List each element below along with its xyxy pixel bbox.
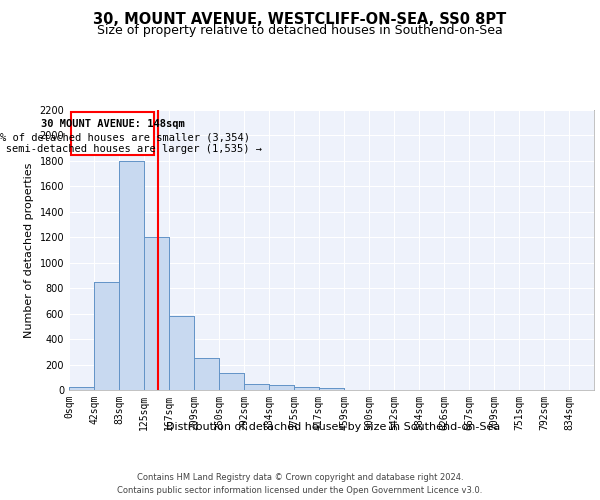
Text: ← 68% of detached houses are smaller (3,354): ← 68% of detached houses are smaller (3,…	[0, 132, 250, 142]
Bar	[244, 384, 269, 390]
FancyBboxPatch shape	[71, 112, 154, 155]
Bar	[294, 387, 319, 390]
Bar	[94, 282, 119, 390]
Bar	[169, 316, 194, 390]
Bar	[144, 238, 169, 390]
Text: Contains HM Land Registry data © Crown copyright and database right 2024.
Contai: Contains HM Land Registry data © Crown c…	[118, 474, 482, 495]
Bar	[219, 374, 244, 390]
Bar	[269, 385, 294, 390]
Bar	[194, 358, 219, 390]
Bar	[319, 388, 344, 390]
Y-axis label: Number of detached properties: Number of detached properties	[24, 162, 34, 338]
Bar	[94, 282, 119, 390]
Bar	[144, 238, 169, 390]
Text: 31% of semi-detached houses are larger (1,535) →: 31% of semi-detached houses are larger (…	[0, 144, 263, 154]
Bar	[69, 387, 94, 390]
Bar	[119, 161, 144, 390]
Text: Distribution of detached houses by size in Southend-on-Sea: Distribution of detached houses by size …	[166, 422, 500, 432]
Bar	[194, 358, 219, 390]
Bar	[169, 316, 194, 390]
Bar	[119, 161, 144, 390]
Text: 30, MOUNT AVENUE, WESTCLIFF-ON-SEA, SS0 8PT: 30, MOUNT AVENUE, WESTCLIFF-ON-SEA, SS0 …	[94, 12, 506, 28]
Bar	[69, 387, 94, 390]
Bar	[319, 388, 344, 390]
Text: Size of property relative to detached houses in Southend-on-Sea: Size of property relative to detached ho…	[97, 24, 503, 37]
Bar	[269, 385, 294, 390]
Bar	[219, 374, 244, 390]
Bar	[294, 387, 319, 390]
Bar	[244, 384, 269, 390]
Text: 30 MOUNT AVENUE: 148sqm: 30 MOUNT AVENUE: 148sqm	[41, 119, 184, 129]
